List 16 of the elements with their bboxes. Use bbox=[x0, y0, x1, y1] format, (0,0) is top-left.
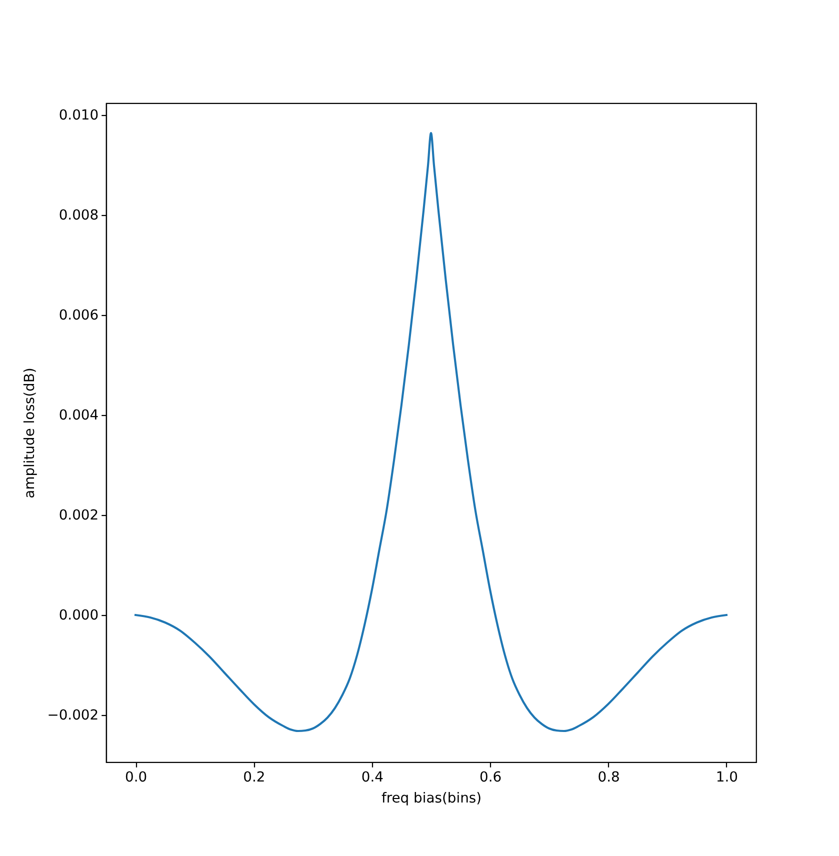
y-tick-label: 0.000 bbox=[58, 608, 99, 624]
x-tick-label: 0.4 bbox=[361, 769, 384, 786]
y-tick-label: 0.010 bbox=[58, 108, 99, 124]
y-axis-title: amplitude loss(dB) bbox=[22, 368, 38, 498]
x-tick-label: 0.8 bbox=[598, 769, 620, 786]
x-tick-label: 0.2 bbox=[243, 769, 266, 786]
line-series bbox=[134, 132, 728, 732]
x-tick-label: 0.0 bbox=[125, 769, 148, 786]
y-tick-label: 0.008 bbox=[58, 208, 99, 224]
y-tick-label: 0.002 bbox=[58, 508, 99, 524]
x-tick-label: 1.0 bbox=[716, 769, 738, 786]
y-tick-label: 0.006 bbox=[58, 308, 99, 324]
y-tick-label: 0.004 bbox=[58, 408, 99, 424]
x-tick-label: 0.6 bbox=[480, 769, 502, 786]
x-axis-title: freq bias(bins) bbox=[381, 790, 482, 806]
y-tick-label: −0.002 bbox=[47, 708, 99, 724]
